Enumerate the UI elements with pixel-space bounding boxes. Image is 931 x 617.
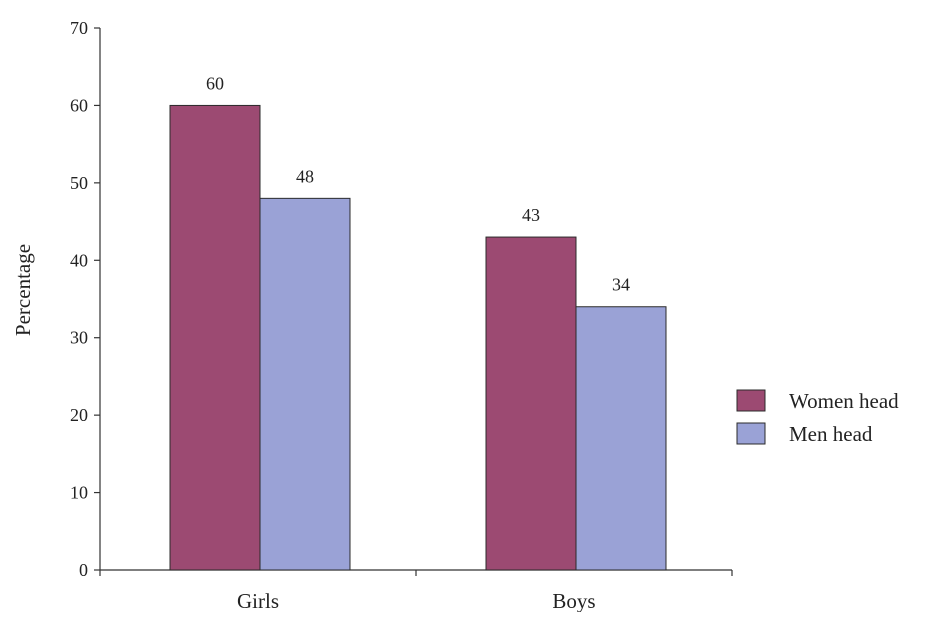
bar-men-head-girls	[259, 197, 351, 571]
data-label: 43	[522, 205, 540, 225]
legend-label: Women head	[789, 389, 899, 413]
x-tick-label: Boys	[552, 589, 595, 612]
y-tick-label: 20	[70, 405, 88, 425]
legend-swatch	[736, 389, 766, 412]
legend: Women head Men head	[736, 389, 899, 446]
data-labels: 60 48 43 34	[206, 73, 630, 294]
data-label: 34	[612, 275, 630, 295]
y-tick-label: 70	[70, 18, 88, 38]
bar-women-head-girls	[169, 104, 261, 571]
bar-men-head-boys	[575, 306, 667, 571]
bars	[169, 104, 667, 571]
data-label: 60	[206, 73, 224, 93]
y-tick-label: 60	[70, 95, 88, 115]
data-label: 48	[296, 166, 314, 186]
legend-label: Men head	[789, 422, 873, 446]
y-axis-label: Percentage	[11, 244, 35, 336]
bar-women-head-boys	[485, 236, 577, 571]
y-tick-label: 10	[70, 483, 88, 503]
x-tick-label: Girls	[237, 589, 279, 612]
legend-swatch	[736, 422, 766, 445]
y-tick-label: 40	[70, 250, 88, 270]
y-tick-label: 50	[70, 173, 88, 193]
y-tick-label: 30	[70, 328, 88, 348]
y-tick-label: 0	[79, 560, 88, 580]
axes: 0 10 20 30 40 50 60 70 Girls Boys	[70, 18, 733, 613]
